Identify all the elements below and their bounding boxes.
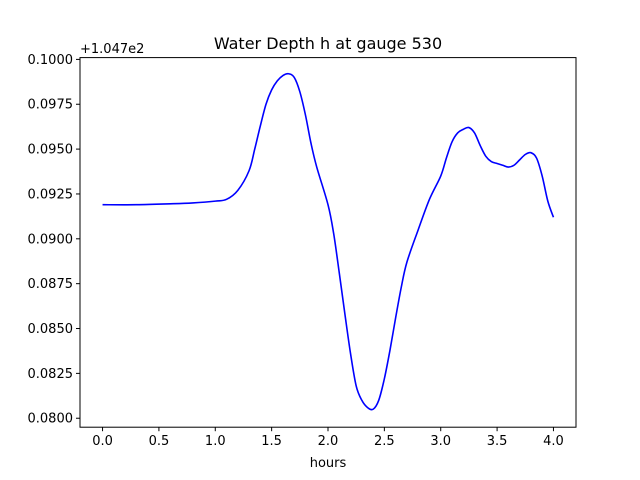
x-tick-label: 1.5: [261, 434, 282, 449]
y-tick-label: 0.0950: [28, 143, 74, 158]
x-tick-label: 0.0: [92, 434, 113, 449]
y-tick-label: 0.1000: [28, 53, 74, 68]
x-tick-label: 2.0: [318, 434, 339, 449]
y-tick-label: 0.0900: [28, 232, 74, 247]
plot-area: 0.0 0.5 1.0 1.5 2.0 2.5 3.0 3.5 4.0 0.0800 0.0825 0…: [28, 53, 564, 449]
x-tick-label: 2.5: [374, 434, 395, 449]
series-line: [102, 72, 555, 411]
x-axis-label: hours: [310, 456, 347, 471]
y-offset-label: +1.047e2: [80, 42, 144, 57]
y-tick-label: 0.0850: [28, 322, 74, 337]
y-tick-label: 0.0875: [28, 277, 74, 292]
axes-frame: [79, 57, 577, 428]
y-tick-label: 0.0825: [28, 367, 74, 382]
x-tick-label: 4.0: [543, 434, 564, 449]
x-tick-label: 1.0: [205, 434, 226, 449]
y-tick-label: 0.0975: [28, 98, 74, 113]
x-tick-label: 3.0: [430, 434, 451, 449]
y-tick-label: 0.0925: [28, 187, 74, 202]
x-tick-label: 0.5: [149, 434, 170, 449]
y-tick-label: 0.0800: [28, 412, 74, 427]
x-tick-label: 3.5: [487, 434, 508, 449]
chart-title: Water Depth h at gauge 530: [214, 34, 442, 53]
